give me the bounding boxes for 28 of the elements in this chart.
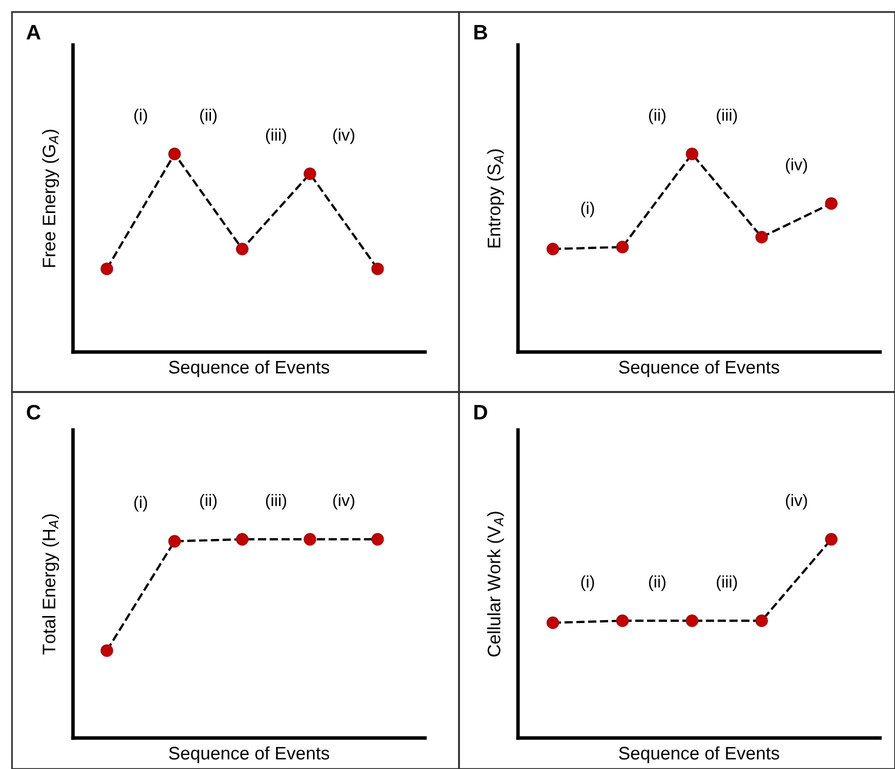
text: (ii) xyxy=(200,494,217,510)
y-axis-title: Entropy (S$_{A}$) xyxy=(487,149,504,248)
x-axis-title: Sequence of Events xyxy=(169,746,330,764)
y-axis-title: Free Energy (G$_{A}$) xyxy=(42,130,59,267)
text: (iv) xyxy=(786,494,807,510)
text: (i) xyxy=(134,108,148,124)
annotation: (i) xyxy=(581,575,594,591)
annotation: (iii) xyxy=(716,575,737,591)
annotation: (ii) xyxy=(649,575,666,591)
x-axis-title: Sequence of Events xyxy=(619,746,780,764)
y-axis-title: Cellular Work (V$_{A}$) xyxy=(487,512,504,656)
chart-title: A xyxy=(26,25,40,40)
text: (ii) xyxy=(649,108,666,124)
y-axis-title: Total Energy (H$_{A}$) xyxy=(42,514,59,655)
text: (iv) xyxy=(333,494,354,510)
x-axis-title: Sequence of Events xyxy=(619,360,780,378)
chart-title: B xyxy=(474,25,488,40)
x-axis-title: Sequence of Events xyxy=(169,360,330,378)
text: (iii) xyxy=(266,128,286,144)
annotation: (i) xyxy=(581,202,594,218)
annotation: (iv) xyxy=(786,158,807,174)
text: (iii) xyxy=(266,494,286,510)
text: (i) xyxy=(134,496,148,512)
chart-title: D xyxy=(474,405,488,420)
chart-title: C xyxy=(26,404,40,420)
text: (ii) xyxy=(200,108,217,124)
text: (iii) xyxy=(716,108,737,124)
text: (iv) xyxy=(333,128,354,144)
